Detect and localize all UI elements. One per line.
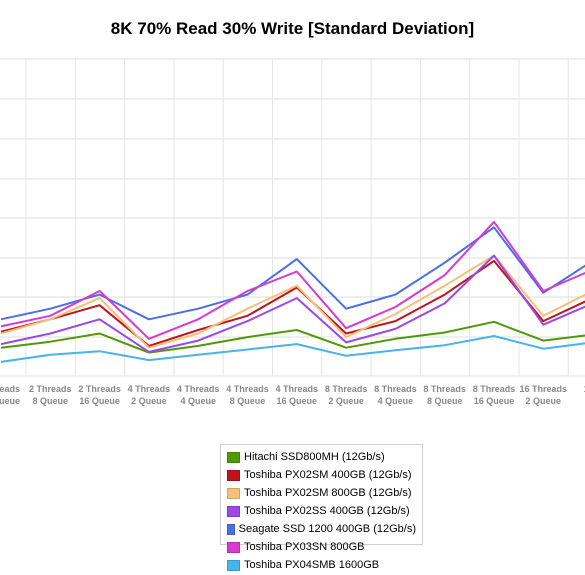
x-tick-label: Queue [0,396,20,406]
x-tick-label: 8 Queue [427,396,463,406]
legend-item: Toshiba PX03SN 800GB [227,538,416,556]
x-tick-label: 8 Threads [473,384,516,394]
x-tick-label: 16 Queue [474,396,515,406]
x-tick-label: 2 Queue [328,396,364,406]
legend-label: Hitachi SSD800MH (12Gb/s) [244,451,385,463]
legend-swatch [227,559,240,571]
series-line-4 [0,254,585,353]
legend-item: Hitachi SSD800MH (12Gb/s) [227,448,416,466]
legend-label: Seagate SSD 1200 400GB (12Gb/s) [238,523,416,535]
legend-item: Seagate SSD 1200 400GB (12Gb/s) [227,520,416,538]
legend-item: Toshiba PX02SS 400GB (12Gb/s) [227,502,416,520]
x-tick-label: 4 Queue [180,396,216,406]
grid-layer [0,58,585,377]
legend-label: Toshiba PX02SS 400GB (12Gb/s) [244,505,410,517]
legend-label: Toshiba PX02SM 400GB (12Gb/s) [244,469,412,481]
legend-swatch [227,523,235,535]
x-tick-label: 8 Queue [33,396,69,406]
series-line-5 [0,226,585,321]
series-line-7 [0,335,585,363]
x-tick-label: 16 Threads [520,384,568,394]
legend-swatch [227,505,240,517]
legend-label: Toshiba PX02SM 800GB (12Gb/s) [244,487,412,499]
x-tick-label: Threads [0,384,20,394]
legend-swatch [227,487,240,499]
x-tick-labels: Threads Queue 2 Threads 8 Queue 2 Threads 16 … [0,384,585,406]
legend: Hitachi SSD800MH (12Gb/s) Toshiba PX02SM … [220,444,423,571]
x-tick-label: 8 Threads [325,384,368,394]
legend-label: Toshiba PX03SN 800GB [244,541,365,553]
legend-item: Toshiba PX04SMB 1600GB [227,556,416,574]
legend-swatch [227,451,240,463]
series-line-1 [0,320,585,354]
series-line-3 [0,254,585,349]
legend-swatch [227,541,240,553]
x-tick-label: 8 Threads [423,384,466,394]
x-tick-label: 8 Threads [374,384,417,394]
series-line-2 [0,259,585,347]
x-tick-label: 2 Queue [526,396,562,406]
chart-plot-area: Threads Queue 2 Threads 8 Queue 2 Threads 16 … [0,58,585,406]
series-line-6 [0,220,585,340]
legend-label: Toshiba PX04SMB 1600GB [244,559,380,571]
legend-item: Toshiba PX02SM 400GB (12Gb/s) [227,466,416,484]
x-tick-label: 4 Threads [276,384,319,394]
x-tick-label: 4 Threads [177,384,220,394]
x-tick-label: 16 Queue [277,396,318,406]
x-tick-label: 4 Threads [226,384,269,394]
legend-swatch [227,469,240,481]
legend-item: Toshiba PX02SM 800GB (12Gb/s) [227,484,416,502]
x-tick-label: 2 Threads [78,384,121,394]
series-layer [0,220,585,363]
x-tick-label: 4 Threads [128,384,171,394]
x-tick-label: 16 T [584,384,585,394]
x-tick-label: 4 Queue [378,396,414,406]
x-tick-label: 2 Threads [29,384,72,394]
x-tick-label: 8 Queue [230,396,266,406]
chart-title: 8K 70% Read 30% Write [Standard Deviatio… [110,19,475,38]
x-tick-label: 2 Queue [131,396,167,406]
x-tick-label: 16 Queue [79,396,120,406]
